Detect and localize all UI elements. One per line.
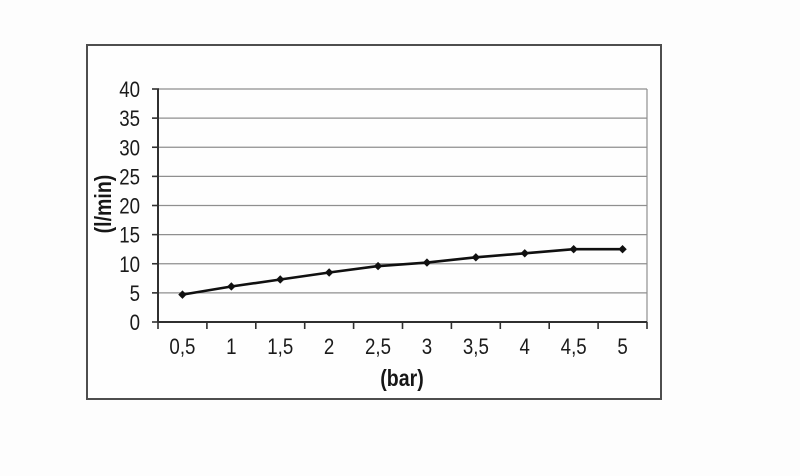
data-point-marker [471,253,481,262]
y-tick-label: 30 [119,137,140,161]
y-tick-label: 40 [119,79,140,103]
y-tick-label: 20 [119,195,140,219]
x-tick-label: 2,5 [365,336,391,360]
x-tick-label: 5 [617,336,627,360]
x-tick-label: 2 [324,336,334,360]
data-point-marker [520,249,529,258]
x-tick-label: 4,5 [561,336,587,360]
data-point-marker [618,244,627,254]
x-tick-label: 1 [226,336,236,360]
x-axis-title: (bar) [380,365,424,391]
data-point-marker [276,275,285,284]
y-tick-label: 25 [119,166,140,190]
y-tick-label: 5 [130,283,140,307]
y-axis-title: (l/min) [90,174,116,234]
chart-frame: 0 5 10 15 20 25 30 35 40 0,5 1 1,5 2 2,5 3 3,5 4 4,5 5 (l/… [86,44,662,400]
x-tick-label: 3,5 [463,336,489,360]
flow-rate-chart: 0 5 10 15 20 25 30 35 40 0,5 1 1,5 2 2,5 3 3,5 4 4,5 5 [119,79,648,360]
y-tick-label: 0 [130,312,140,336]
data-point-marker [422,258,432,267]
series-line [182,247,623,296]
y-tick-label: 35 [119,108,140,132]
y-tick-label: 15 [119,224,140,248]
data-point-marker [324,268,334,277]
data-point-marker [569,244,578,254]
x-tick-label: 1,5 [267,336,293,360]
data-point-marker [227,282,236,291]
y-tick-label: 10 [119,253,140,277]
data-point-marker [178,290,187,299]
data-point-marker [373,261,383,271]
x-tick-label: 0,5 [169,336,195,360]
x-tick-label: 4 [520,336,530,360]
x-tick-label: 3 [422,336,432,360]
